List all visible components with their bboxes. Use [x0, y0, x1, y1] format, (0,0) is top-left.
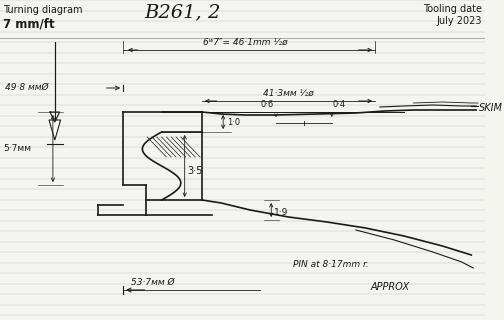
Text: 1·0: 1·0 — [227, 117, 240, 126]
Text: 1·9: 1·9 — [274, 207, 288, 217]
Text: PIN at 8·17mm r.: PIN at 8·17mm r. — [293, 260, 369, 269]
Text: Turning diagram: Turning diagram — [3, 5, 82, 15]
Text: 6ʷ7″= 46·1mm ½ø: 6ʷ7″= 46·1mm ½ø — [203, 38, 288, 47]
Text: 0·6: 0·6 — [261, 100, 274, 109]
Text: B261, 2: B261, 2 — [145, 3, 221, 21]
Text: 0·4: 0·4 — [333, 100, 346, 109]
Text: 5·7мм: 5·7мм — [3, 144, 31, 153]
Text: 3·5: 3·5 — [187, 166, 203, 176]
Text: 41·3мм ½ø: 41·3мм ½ø — [263, 89, 314, 98]
Text: APPROX: APPROX — [370, 282, 409, 292]
Text: 7 mm/ft: 7 mm/ft — [3, 17, 54, 30]
Polygon shape — [49, 120, 60, 140]
Text: 49·8 ммØ: 49·8 ммØ — [5, 83, 48, 92]
Text: 53·7мм Ø: 53·7мм Ø — [131, 278, 174, 287]
Text: SKIM: SKIM — [479, 103, 503, 113]
Text: Tooling date
July 2023: Tooling date July 2023 — [423, 4, 482, 26]
